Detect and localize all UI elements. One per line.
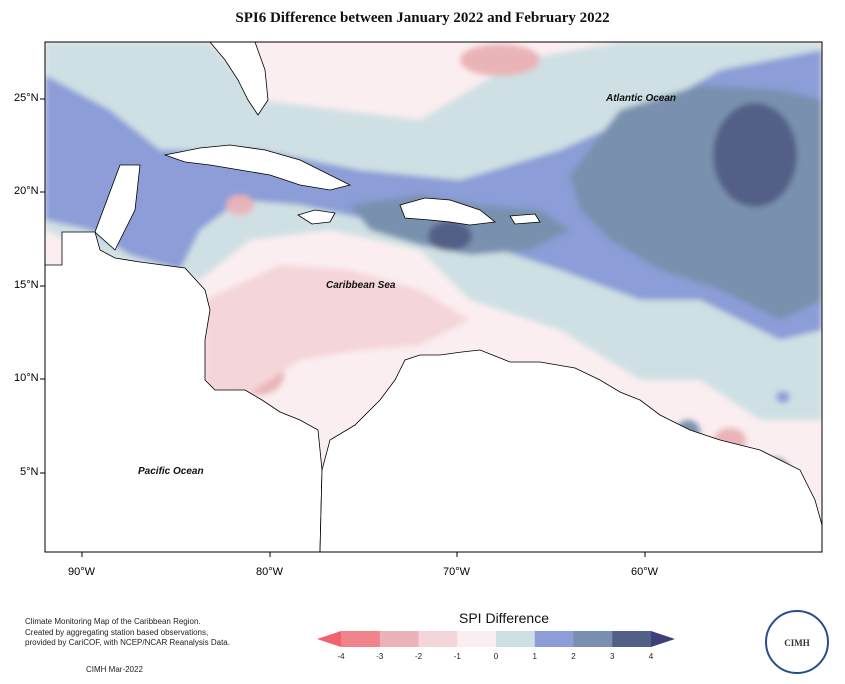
lon-tick-60: 60°W (631, 566, 659, 578)
land (45, 42, 822, 552)
lat-tick-25: 25°N (14, 92, 39, 104)
legend-swatch (534, 631, 574, 647)
legend-swatch (418, 631, 458, 647)
lat-tick-10: 10°N (14, 372, 39, 384)
land-yucatan (94, 164, 141, 251)
legend-swatch (379, 631, 419, 647)
lat-tick-5: 5°N (20, 466, 39, 478)
legend-tick: -3 (376, 652, 384, 661)
legend-swatch (612, 631, 652, 647)
lon-tick-70: 70°W (443, 566, 471, 578)
lat-tick-20: 20°N (14, 185, 39, 197)
legend-tick: 4 (648, 652, 654, 661)
land-puerto-rico (509, 213, 541, 225)
legend-colorbar (317, 631, 675, 647)
cimh-logo: CIMH (765, 610, 829, 674)
legend-tick: 3 (610, 652, 615, 661)
map-title: SPI6 Difference between January 2022 and… (235, 10, 610, 26)
land-florida (209, 42, 269, 116)
legend-tick: 1 (532, 652, 537, 661)
field-dry-north (460, 44, 540, 76)
land-central-america (45, 231, 323, 552)
legend-swatch (573, 631, 613, 647)
lon-tick-80: 80°W (256, 566, 284, 578)
legend-tick: -1 (453, 652, 461, 661)
land-hispaniola (399, 197, 496, 226)
legend-swatch (496, 631, 536, 647)
field-dry-cuba (226, 195, 254, 215)
map-description: Climate Monitoring Map of the Caribbean … (25, 617, 230, 647)
legend-tick: -4 (337, 652, 345, 661)
field-mod-dry-south (205, 265, 470, 400)
tick-marks (40, 98, 646, 557)
legend-swatch (341, 631, 381, 647)
field-strong-wet-hispaniola (428, 221, 472, 251)
legend-title: SPI Difference (459, 610, 550, 626)
legend-tick: 2 (571, 652, 576, 661)
land-south-america (319, 349, 822, 552)
legend-arrow-left (317, 631, 341, 647)
credit-text: CIMH Mar-2022 (86, 665, 143, 674)
logo-text: CIMH (784, 638, 810, 648)
field-strong-wet-ne (713, 103, 797, 207)
spi-field (45, 42, 822, 552)
label-pacific-ocean: Pacific Ocean (138, 466, 204, 477)
label-atlantic-ocean: Atlantic Ocean (606, 93, 677, 104)
map-frame (44, 41, 823, 553)
legend-swatch (457, 631, 497, 647)
legend-tick: 0 (493, 652, 499, 661)
land-cuba (163, 144, 352, 191)
label-caribbean-sea: Caribbean Sea (326, 280, 396, 291)
legend-arrow-right (651, 631, 675, 647)
lon-tick-90: 90°W (68, 566, 96, 578)
land-jamaica (297, 209, 336, 225)
field-mod-wet-atlantic (776, 391, 790, 403)
legend-tick: -2 (414, 652, 423, 661)
lat-tick-15: 15°N (14, 279, 39, 291)
